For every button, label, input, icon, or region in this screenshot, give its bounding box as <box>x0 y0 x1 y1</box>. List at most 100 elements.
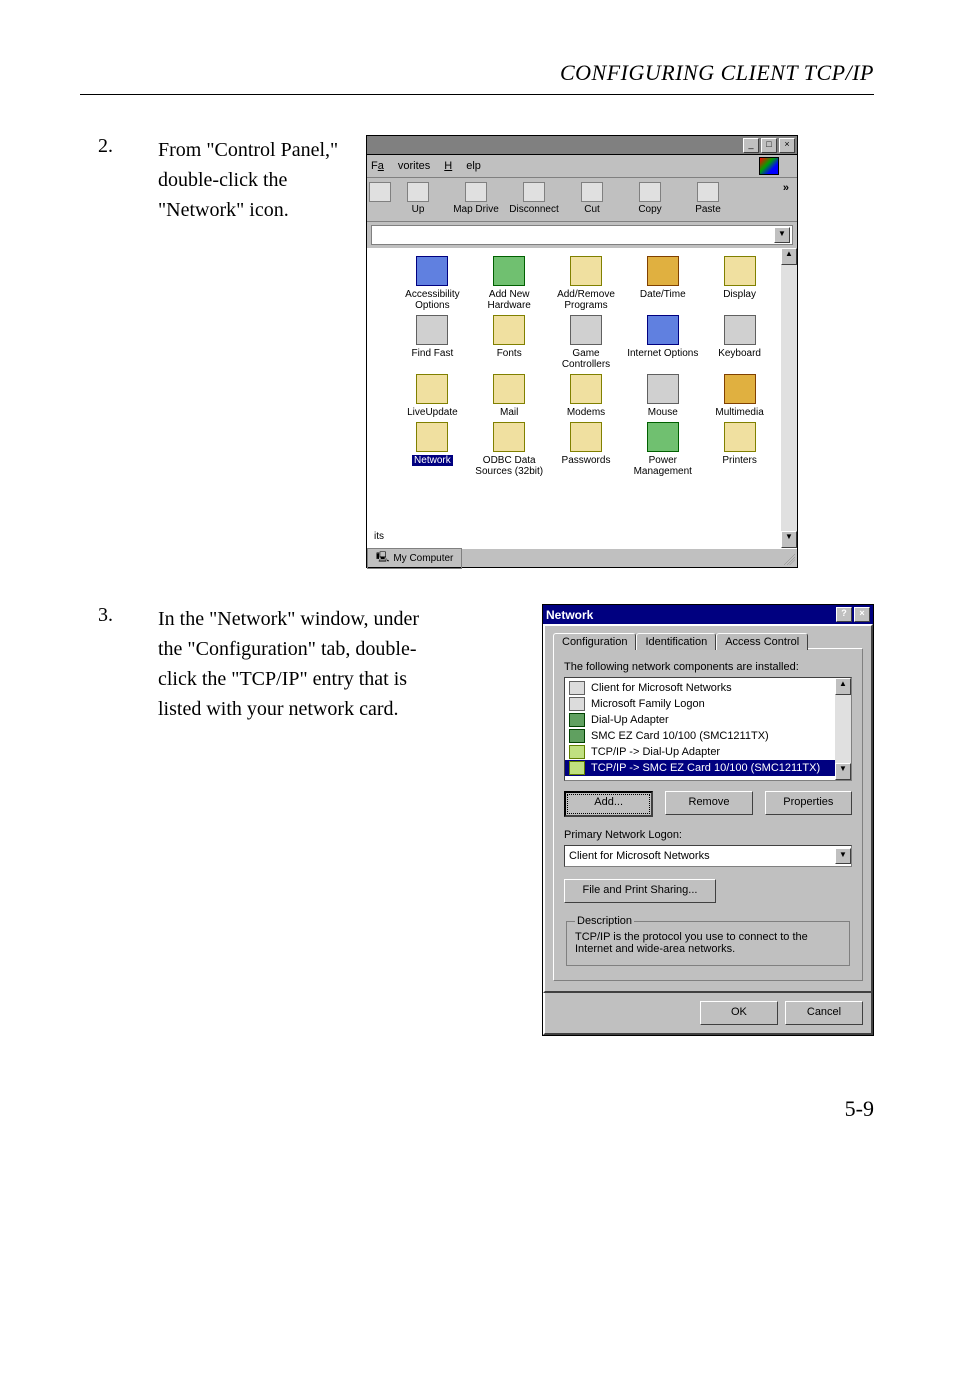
keyboard-icon <box>724 315 756 345</box>
tab-identification[interactable]: Identification <box>636 633 716 650</box>
cp-item-gamecontrollers[interactable]: Game Controllers <box>549 315 624 370</box>
cp-item-findfast[interactable]: Find Fast <box>395 315 470 370</box>
cp-item-printers[interactable]: Printers <box>702 422 777 477</box>
network-title: Network <box>546 608 834 622</box>
list-item-label: SMC EZ Card 10/100 (SMC1211TX) <box>591 730 769 742</box>
internet-options-icon <box>647 315 679 345</box>
modems-icon <box>570 374 602 404</box>
cp-item-accessibility[interactable]: Accessibility Options <box>395 256 470 311</box>
mail-icon <box>493 374 525 404</box>
close-button[interactable]: × <box>854 607 870 622</box>
cp-item-power[interactable]: Power Management <box>625 422 700 477</box>
cut-icon <box>581 182 603 202</box>
list-item-label: TCP/IP -> SMC EZ Card 10/100 (SMC1211TX) <box>591 762 820 774</box>
file-print-sharing-button[interactable]: File and Print Sharing... <box>564 879 716 903</box>
cp-item-mouse[interactable]: Mouse <box>625 374 700 418</box>
scroll-up-button[interactable]: ▲ <box>781 248 797 265</box>
accessibility-icon <box>416 256 448 286</box>
list-item[interactable]: TCP/IP -> Dial-Up Adapter <box>565 744 851 760</box>
resize-grip-icon[interactable] <box>781 551 795 565</box>
cp-item-modems[interactable]: Modems <box>549 374 624 418</box>
scroll-track[interactable] <box>835 695 851 763</box>
list-item-selected[interactable]: TCP/IP -> SMC EZ Card 10/100 (SMC1211TX) <box>565 760 851 776</box>
disconnect-icon <box>523 182 545 202</box>
cp-label: Multimedia <box>702 407 777 418</box>
cp-item-liveupdate[interactable]: LiveUpdate <box>395 374 470 418</box>
menu-help[interactable]: Help <box>444 160 481 172</box>
cp-item-multimedia[interactable]: Multimedia <box>702 374 777 418</box>
network-titlebar[interactable]: Network ? × <box>543 605 873 624</box>
list-item[interactable]: Microsoft Family Logon <box>565 696 851 712</box>
scroll-track[interactable] <box>781 265 797 531</box>
maximize-button[interactable]: □ <box>761 138 777 153</box>
findfast-icon <box>416 315 448 345</box>
cp-item-mail[interactable]: Mail <box>472 374 547 418</box>
tab-access-control[interactable]: Access Control <box>716 633 808 650</box>
components-listbox[interactable]: Client for Microsoft Networks Microsoft … <box>564 677 852 781</box>
cp-item-odbc[interactable]: ODBC Data Sources (32bit) <box>472 422 547 477</box>
scroll-down-button[interactable]: ▼ <box>835 763 851 780</box>
toolbar-more-icon[interactable]: » <box>777 182 795 194</box>
cp-scrollbar[interactable]: ▲ ▼ <box>781 248 797 548</box>
scroll-down-button[interactable]: ▼ <box>781 531 797 548</box>
help-button[interactable]: ? <box>836 607 852 622</box>
cancel-button[interactable]: Cancel <box>785 1001 863 1025</box>
listbox-scrollbar[interactable]: ▲ ▼ <box>835 678 851 780</box>
address-bar[interactable]: ▼ <box>371 225 793 245</box>
cp-item-datetime[interactable]: Date/Time <box>625 256 700 311</box>
minimize-button[interactable]: _ <box>743 138 759 153</box>
cp-label: Game Controllers <box>549 348 624 370</box>
copy-icon <box>639 182 661 202</box>
network-icon <box>416 422 448 452</box>
game-controllers-icon <box>570 315 602 345</box>
menu-favorites[interactable]: Favorites <box>371 160 430 172</box>
primary-logon-value: Client for Microsoft Networks <box>569 850 835 862</box>
paste-icon <box>697 182 719 202</box>
cp-label: Power Management <box>625 455 700 477</box>
datetime-icon <box>647 256 679 286</box>
list-item[interactable]: Dial-Up Adapter <box>565 712 851 728</box>
remove-button[interactable]: Remove <box>665 791 752 815</box>
client-icon <box>569 697 585 711</box>
cp-titlebar[interactable]: _ □ × <box>367 136 797 155</box>
cp-toolbar: Up Map Drive Disconnect Cut Copy <box>367 178 797 222</box>
properties-button[interactable]: Properties <box>765 791 852 815</box>
control-panel-window: _ □ × Favorites Help <box>366 135 798 568</box>
list-item[interactable]: SMC EZ Card 10/100 (SMC1211TX) <box>565 728 851 744</box>
close-button[interactable]: × <box>779 138 795 153</box>
cp-item-display[interactable]: Display <box>702 256 777 311</box>
cp-label: Network <box>412 455 453 466</box>
tool-up[interactable]: Up <box>389 182 447 215</box>
cp-item-network[interactable]: Network <box>395 422 470 477</box>
cp-item-addhw[interactable]: Add New Hardware <box>472 256 547 311</box>
map-drive-icon <box>465 182 487 202</box>
cp-label: Mouse <box>625 407 700 418</box>
add-hardware-icon <box>493 256 525 286</box>
cp-item-internet[interactable]: Internet Options <box>625 315 700 370</box>
ie-logo-icon <box>759 157 779 175</box>
cp-item-keyboard[interactable]: Keyboard <box>702 315 777 370</box>
tool-cut[interactable]: Cut <box>563 182 621 215</box>
history-back-icon[interactable] <box>369 182 389 204</box>
ok-button[interactable]: OK <box>700 1001 778 1025</box>
cp-label: Add/Remove Programs <box>549 289 624 311</box>
list-item-label: Client for Microsoft Networks <box>591 682 732 694</box>
primary-logon-combo[interactable]: Client for Microsoft Networks ▼ <box>564 845 852 867</box>
tool-disconnect[interactable]: Disconnect <box>505 182 563 215</box>
cp-item-fonts[interactable]: Fonts <box>472 315 547 370</box>
list-item-label: Dial-Up Adapter <box>591 714 669 726</box>
add-button[interactable]: Add... <box>564 791 653 817</box>
scroll-up-button[interactable]: ▲ <box>835 678 851 695</box>
cp-label: Accessibility Options <box>395 289 470 311</box>
tool-copy[interactable]: Copy <box>621 182 679 215</box>
list-item[interactable]: Client for Microsoft Networks <box>565 680 851 696</box>
cp-item-passwords[interactable]: Passwords <box>549 422 624 477</box>
tab-configuration[interactable]: Configuration <box>553 633 636 650</box>
address-dropdown-button[interactable]: ▼ <box>774 227 790 243</box>
tool-paste[interactable]: Paste <box>679 182 737 215</box>
step3-text: In the "Network" window, under the "Conf… <box>158 604 438 724</box>
network-dialog: Network ? × Configuration Identification… <box>542 604 874 1036</box>
tool-mapdrive[interactable]: Map Drive <box>447 182 505 215</box>
combo-dropdown-button[interactable]: ▼ <box>835 848 851 864</box>
cp-item-addremove[interactable]: Add/Remove Programs <box>549 256 624 311</box>
